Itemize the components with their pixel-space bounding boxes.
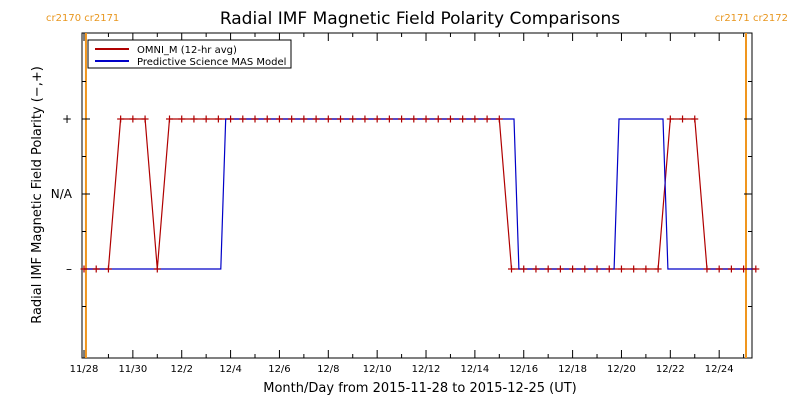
- omni-data-point: [642, 265, 650, 273]
- omni-data-point: [679, 115, 687, 123]
- omni-data-point: [239, 115, 247, 123]
- omni-data-point: [556, 265, 564, 273]
- omni-data-point: [752, 265, 760, 273]
- x-tick-label: 12/6: [268, 364, 290, 375]
- omni-data-point: [129, 115, 137, 123]
- y-tick-label: +: [62, 112, 72, 126]
- omni-data-point: [593, 265, 601, 273]
- chart-title: Radial IMF Magnetic Field Polarity Compa…: [220, 9, 620, 29]
- omni-data-point: [324, 115, 332, 123]
- omni-data-point: [202, 115, 210, 123]
- omni-data-point: [605, 265, 613, 273]
- omni-data-point: [214, 115, 222, 123]
- omni-data-point: [251, 115, 259, 123]
- x-tick-label: 12/8: [317, 364, 339, 375]
- x-tick-label: 11/30: [118, 364, 147, 375]
- omni-data-point: [703, 265, 711, 273]
- y-tick-label: N/A: [51, 187, 73, 201]
- omni-data-point: [434, 115, 442, 123]
- omni-data-point: [471, 115, 479, 123]
- omni-data-point: [117, 115, 125, 123]
- omni-data-point: [691, 115, 699, 123]
- omni-series-line: [84, 118, 756, 270]
- omni-data-point: [288, 115, 296, 123]
- omni-data-point: [337, 115, 345, 123]
- x-tick-label: 11/28: [70, 364, 99, 375]
- omni-data-point: [544, 265, 552, 273]
- omni-data-point: [422, 115, 430, 123]
- omni-data-point: [532, 265, 540, 273]
- carrington-label: cr2170 cr2171: [46, 13, 119, 24]
- x-tick-label: 12/2: [170, 364, 192, 375]
- omni-data-point: [459, 115, 467, 123]
- mas-model-series-line: [84, 118, 756, 270]
- omni-data-point: [581, 265, 589, 273]
- omni-data-point: [398, 115, 406, 123]
- legend-label: Predictive Science MAS Model: [137, 57, 286, 68]
- omni-data-point: [520, 265, 528, 273]
- omni-data-point: [227, 115, 235, 123]
- omni-data-point: [166, 115, 174, 123]
- omni-data-point: [190, 115, 198, 123]
- omni-data-point: [569, 265, 577, 273]
- omni-data-point: [740, 265, 748, 273]
- omni-data-point: [508, 265, 516, 273]
- omni-data-point: [727, 265, 735, 273]
- x-tick-label: 12/24: [705, 364, 734, 375]
- omni-data-point: [263, 115, 271, 123]
- omni-data-point: [654, 265, 662, 273]
- x-tick-label: 12/22: [656, 364, 685, 375]
- y-axis-label: Radial IMF Magnetic Field Polarity (−,+): [30, 66, 45, 324]
- omni-data-point: [495, 115, 503, 123]
- omni-data-point: [446, 115, 454, 123]
- x-tick-label: 12/16: [509, 364, 538, 375]
- legend-label: OMNI_M (12-hr avg): [137, 45, 237, 56]
- omni-data-point: [141, 115, 149, 123]
- omni-data-point: [617, 265, 625, 273]
- omni-data-point: [483, 115, 491, 123]
- omni-data-point: [80, 265, 88, 273]
- omni-data-point: [349, 115, 357, 123]
- x-tick-label: 12/18: [558, 364, 587, 375]
- omni-data-point: [666, 115, 674, 123]
- x-tick-label: 12/12: [412, 364, 441, 375]
- omni-data-point: [104, 265, 112, 273]
- omni-data-point: [361, 115, 369, 123]
- omni-data-point: [410, 115, 418, 123]
- omni-data-point: [385, 115, 393, 123]
- omni-data-point: [630, 265, 638, 273]
- carrington-label: cr2171 cr2172: [715, 13, 788, 24]
- omni-data-point: [300, 115, 308, 123]
- x-tick-label: 12/4: [219, 364, 241, 375]
- omni-data-point: [312, 115, 320, 123]
- x-tick-label: 12/14: [460, 364, 489, 375]
- omni-data-point: [92, 265, 100, 273]
- x-tick-label: 12/20: [607, 364, 636, 375]
- x-tick-label: 12/10: [363, 364, 392, 375]
- omni-data-point: [178, 115, 186, 123]
- omni-data-point: [275, 115, 283, 123]
- omni-data-point: [715, 265, 723, 273]
- x-axis-label: Month/Day from 2015-11-28 to 2015-12-25 …: [263, 381, 576, 396]
- legend-box: [87, 39, 292, 69]
- y-tick-label: –: [66, 262, 72, 276]
- omni-data-point: [153, 265, 161, 273]
- omni-data-point: [373, 115, 381, 123]
- plot-frame: [81, 32, 753, 359]
